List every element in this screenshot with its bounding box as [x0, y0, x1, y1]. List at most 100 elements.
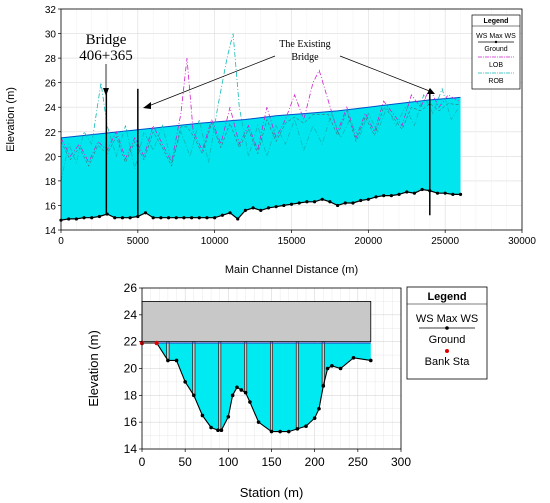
y-tick-label: 24: [124, 308, 138, 322]
y-tick-label: 22: [45, 128, 57, 139]
ground-point: [197, 216, 201, 220]
ground-point: [174, 358, 179, 363]
ground-point: [343, 201, 347, 205]
x-axis-label: Main Channel Distance (m): [225, 264, 358, 276]
ground-point: [325, 366, 330, 371]
ground-point: [266, 206, 271, 210]
y-tick-label: 16: [45, 201, 57, 212]
legend-lob-label: LOB: [489, 62, 503, 69]
ground-point: [443, 191, 447, 195]
bridge-pier: [244, 341, 248, 393]
ground-point: [183, 380, 187, 384]
bridge-pier: [218, 341, 222, 431]
cross-section-chart: 0 50 100 150 200 250 300 14 16 18 20 22 24 26 Station …: [86, 281, 488, 500]
ground-point: [351, 201, 355, 205]
y-tick-label: 14: [45, 226, 57, 237]
ground-point: [366, 197, 370, 201]
ground-point: [317, 406, 321, 411]
ground-point: [213, 216, 217, 220]
x-tick-label: 0: [139, 455, 146, 469]
ground-point: [82, 216, 86, 220]
ground-point: [269, 429, 274, 434]
ground-point: [412, 191, 417, 195]
ground-point: [435, 191, 440, 195]
x-tick-label: 15000: [278, 236, 306, 247]
ground-point: [397, 192, 401, 196]
ground-point: [405, 190, 409, 194]
ground-point: [320, 197, 324, 201]
legend-title: Legend: [427, 291, 466, 303]
ground-point: [166, 358, 170, 363]
legend-ground-label: Ground: [484, 46, 507, 53]
lob-line: [60, 58, 460, 164]
ground-point: [136, 214, 140, 219]
ground-point: [321, 384, 326, 388]
x-tick-label: 0: [58, 236, 64, 247]
ground-point: [359, 198, 363, 203]
ground-point: [286, 429, 291, 434]
legend-ws-label: WS Max WS: [416, 313, 478, 325]
ground-line: [142, 342, 371, 433]
ground-point: [74, 217, 78, 221]
ground-point: [374, 195, 378, 199]
ground-point: [219, 428, 224, 433]
ground-point: [328, 200, 332, 204]
ground-point: [382, 194, 386, 198]
ground-point: [97, 214, 102, 219]
legend-ground-label: Ground: [429, 334, 466, 346]
bridge-deck: [141, 301, 372, 343]
bridge-pier: [321, 341, 325, 387]
ground-point: [251, 206, 255, 210]
ground-point: [143, 211, 148, 215]
ground-point: [228, 211, 232, 215]
existing-arrow-left: [145, 55, 276, 108]
ground-point: [289, 202, 294, 206]
ground-point: [120, 216, 125, 220]
ground-point: [295, 427, 300, 431]
ground-point: [113, 216, 117, 220]
ground-point: [351, 355, 356, 360]
y-tick-label: 18: [124, 388, 138, 402]
ground-point: [159, 216, 163, 220]
x-tick-label: 20000: [354, 236, 382, 247]
water-area: [142, 343, 371, 432]
x-tick-label: 5000: [127, 236, 150, 247]
ground-point: [256, 420, 261, 424]
y-tick-label: 28: [45, 54, 57, 65]
ground-point: [305, 200, 309, 204]
y-tick-label: 20: [45, 152, 57, 163]
ground-point: [235, 385, 239, 390]
y-axis-label: Elevation (m): [86, 330, 101, 407]
legend-ground-marker: [445, 326, 449, 330]
ground-point: [458, 192, 463, 196]
y-tick-label: 26: [124, 281, 138, 295]
y-tick-label: 26: [45, 79, 57, 90]
bridge-label-line2: 406+365: [79, 48, 132, 64]
x-tick-label: 30000: [508, 236, 536, 247]
y-tick-label: 30: [45, 30, 57, 41]
legend-rob-label: ROB: [488, 78, 504, 85]
ground-point: [420, 187, 424, 192]
y-axis-label: Elevation (m): [5, 87, 17, 152]
y-tick-label: 14: [124, 442, 138, 456]
ground-point: [451, 192, 455, 196]
ground-point: [190, 216, 194, 220]
legend-bank-label: Bank Sta: [425, 356, 471, 368]
ground-point: [67, 217, 71, 221]
ground-point: [243, 390, 248, 395]
legend-box: [471, 14, 521, 90]
legend-title: Legend: [484, 18, 509, 25]
ground-point: [297, 201, 301, 205]
ground-point: [312, 416, 317, 420]
existing-arrow-right: [339, 55, 433, 93]
ground-point: [200, 413, 205, 418]
y-tick-label: 16: [124, 415, 138, 429]
bank-station-marker: [154, 340, 159, 346]
ground-point: [304, 424, 308, 428]
ground-point: [151, 216, 155, 220]
ground-point: [336, 203, 340, 208]
ground-point: [274, 205, 278, 209]
ground-point: [259, 208, 263, 212]
